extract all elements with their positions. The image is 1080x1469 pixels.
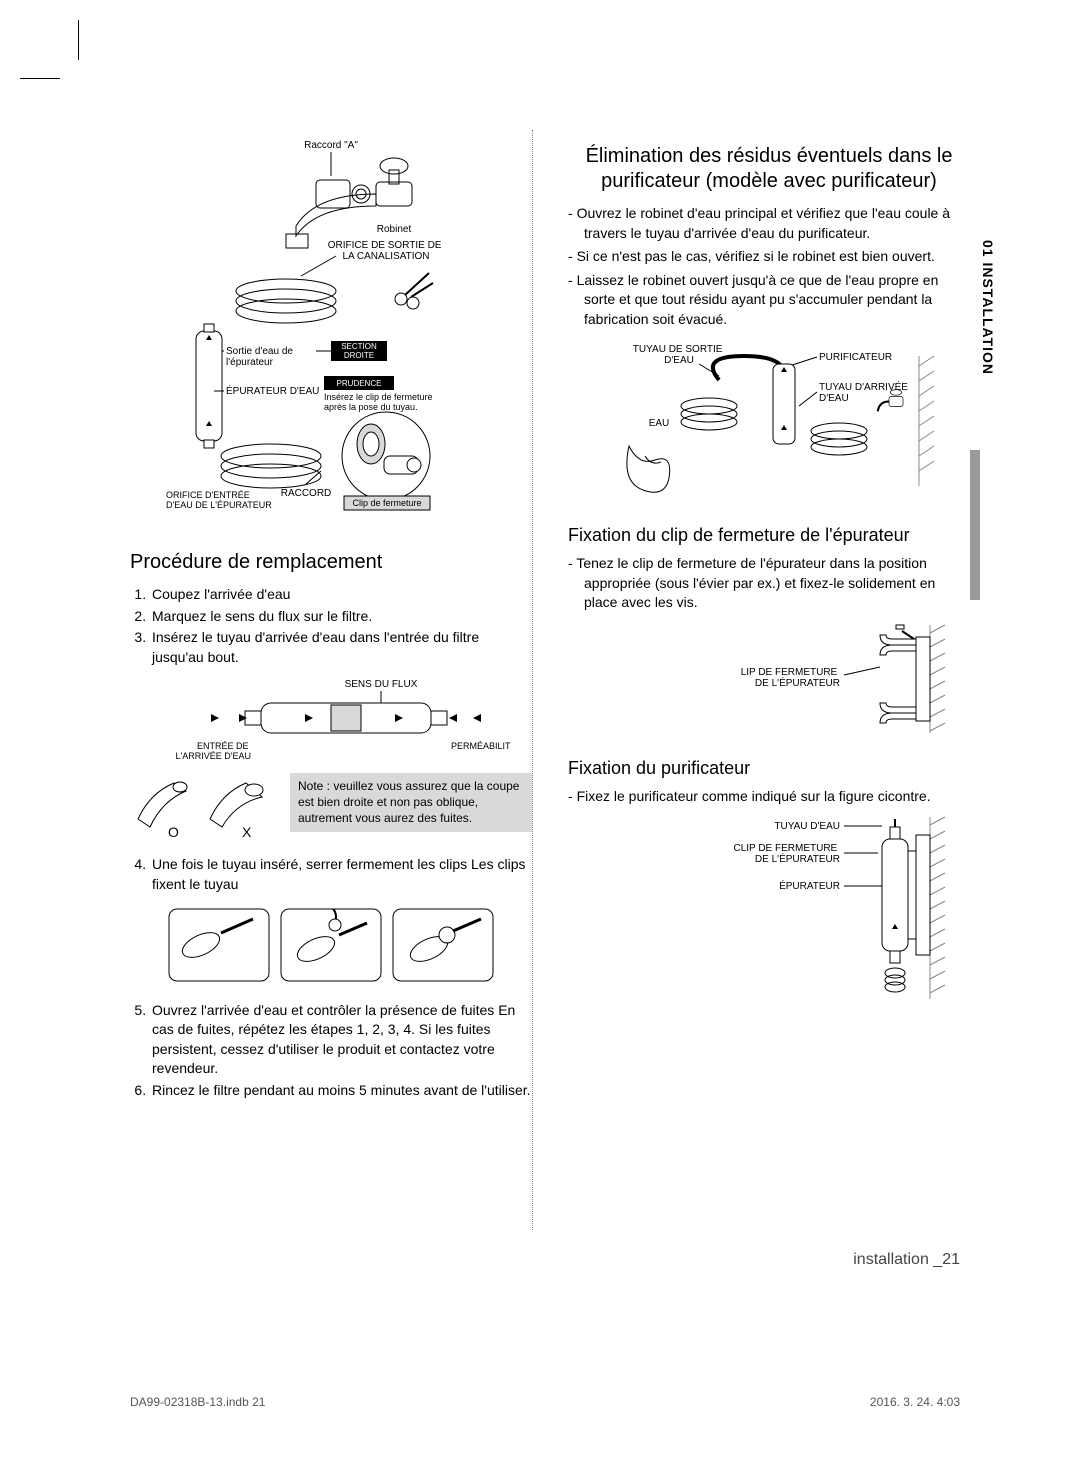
note-text: veuillez vous assurez que la coupe est b…: [298, 779, 519, 824]
figure-filter-flow: SENS DU FLUX ENTRÉE DE: [130, 673, 532, 763]
label-eau: EAU: [649, 418, 670, 429]
label-orifice-sortie: ORIFICE DE SORTIE DE LA CANALISATION: [328, 240, 445, 262]
figure-mounted-purifier: TUYAU D'EAU CLIP DE FERMETURE DE L'ÉPURA…: [568, 813, 970, 1003]
wall-icon: [919, 356, 934, 486]
svg-text:SECTION: SECTION: [341, 342, 377, 351]
crop-mark: [78, 20, 79, 60]
label-clip: CLIP DE FERMETURE DE L'ÉPURATEUR: [740, 667, 840, 689]
label-tuyau-sortie: TUYAU DE SORTIE D'EAU: [633, 344, 725, 366]
svg-text:DROITE: DROITE: [344, 351, 374, 360]
ox-tubes-icon: O X: [130, 773, 280, 843]
print-date: 2016. 3. 24. 4:03: [870, 1395, 960, 1409]
label-clip: CLIP DE FERMETURE DE L'ÉPURATEUR: [733, 843, 840, 865]
label-prudence-text: Insérez le clip de fermeture après la po…: [324, 392, 435, 412]
clip-step-icon: [393, 909, 493, 981]
purifier-icon: [773, 364, 795, 444]
print-meta: DA99-02318B-13.indb 21 2016. 3. 24. 4:03: [130, 1395, 960, 1409]
label-entree: ENTRÉE DE L'ARRIVÉE D'EAU: [176, 741, 251, 761]
left-column: Raccord "A" R: [130, 130, 532, 1103]
page-footer: installation _21: [853, 1251, 960, 1269]
label-epurateur: ÉPURATEUR D'EAU: [226, 384, 319, 397]
heading-procedure: Procédure de remplacement: [130, 550, 532, 575]
purifier-icon: [196, 324, 222, 448]
label-sens-flux: SENS DU FLUX: [345, 679, 418, 690]
bullet-item: Si ce n'est pas le cas, vérifiez si le r…: [568, 247, 970, 267]
svg-text:O: O: [168, 824, 179, 840]
note-label: Note :: [298, 779, 330, 793]
bracket-icon: [916, 835, 930, 955]
figure-clip-bracket: CLIP DE FERMETURE DE L'ÉPURATEUR: [568, 619, 970, 739]
coil-icon: [236, 279, 336, 323]
label-epurateur: ÉPURATEUR: [779, 879, 840, 892]
step-item: Marquez le sens du flux sur le filtre.: [150, 607, 532, 627]
footer-page: _21: [933, 1251, 960, 1268]
wall-icon: [930, 625, 945, 733]
bullet-item: Fixez le purificateur comme indiqué sur …: [568, 787, 970, 807]
steps-list: Coupez l'arrivée d'eau Marquez le sens d…: [130, 585, 532, 667]
clip-step-icon: [281, 909, 381, 981]
bullet-item: Laissez le robinet ouvert jusqu'à ce que…: [568, 271, 970, 330]
right-column: Élimination des résidus éventuels dans l…: [568, 130, 970, 1103]
bullet-item: Tenez le clip de fermeture de l'épurateu…: [568, 554, 970, 613]
splash-icon: [627, 446, 670, 492]
scissors-icon: [395, 273, 433, 309]
step-item: Ouvrez l'arrivée d'eau et contrôler la p…: [150, 1001, 532, 1079]
label-permeabilite: PERMÉABILITÉ: [451, 741, 511, 751]
steps-list: Une fois le tuyau inséré, serrer fermeme…: [130, 855, 532, 894]
label-raccord: RACCORD: [281, 488, 332, 499]
label-tuyau: TUYAU D'EAU: [774, 821, 840, 832]
label-orifice-entree: ORIFICE D'ENTRÉE D'EAU DE L'ÉPURATEUR: [166, 490, 272, 510]
step-item: Rincez le filtre pendant au moins 5 minu…: [150, 1081, 532, 1101]
coil-icon: [681, 398, 737, 430]
label-purificateur: PURIFICATEUR: [819, 352, 892, 363]
note-box: Note : veuillez vous assurez que la coup…: [290, 773, 532, 832]
bullet-list: Tenez le clip de fermeture de l'épurateu…: [568, 554, 970, 613]
step-item: Une fois le tuyau inséré, serrer fermeme…: [150, 855, 532, 894]
column-divider: [532, 130, 533, 1230]
bullet-list: Fixez le purificateur comme indiqué sur …: [568, 787, 970, 807]
figure-clips: [130, 901, 532, 991]
detail-circle: [342, 412, 430, 500]
step-item: Insérez le tuyau d'arrivée d'eau dans l'…: [150, 628, 532, 667]
heading-elimination: Élimination des résidus éventuels dans l…: [568, 144, 970, 194]
label-clip-fermeture: Clip de fermeture: [352, 498, 421, 508]
label-sortie-eau: Sortie d'eau de l'épurateur: [226, 346, 296, 368]
steps-list: Ouvrez l'arrivée d'eau et contrôler la p…: [130, 1001, 532, 1101]
heading-fix-clip: Fixation du clip de fermeture de l'épura…: [568, 524, 970, 547]
bullet-item: Ouvrez le robinet d'eau principal et vér…: [568, 204, 970, 243]
bullet-list: Ouvrez le robinet d'eau principal et vér…: [568, 204, 970, 330]
thumb-tab: [970, 450, 980, 600]
label-raccord-a: Raccord "A": [304, 140, 358, 151]
wall-icon: [930, 817, 945, 999]
label-robinet: Robinet: [377, 224, 412, 235]
section-tab: 01 INSTALLATION: [980, 240, 996, 375]
note-row: O X Note : veuillez vous assurez que la …: [130, 773, 532, 843]
figure-assembly: Raccord "A" R: [130, 136, 532, 536]
bracket-icon: [880, 625, 930, 723]
svg-text:X: X: [242, 824, 252, 840]
coil-icon: [221, 444, 321, 488]
figure-water-out: TUYAU DE SORTIE D'EAU PURIFICATEUR TUYAU…: [568, 336, 970, 506]
step-item: Coupez l'arrivée d'eau: [150, 585, 532, 605]
clip-step-icon: [169, 909, 269, 981]
footer-section: installation: [853, 1251, 929, 1268]
crop-mark: [20, 78, 60, 79]
print-file: DA99-02318B-13.indb 21: [130, 1395, 265, 1409]
purifier-icon: [882, 819, 908, 992]
svg-text:PRUDENCE: PRUDENCE: [337, 379, 382, 388]
coil-icon: [811, 423, 867, 455]
heading-fix-purificateur: Fixation du purificateur: [568, 757, 970, 780]
